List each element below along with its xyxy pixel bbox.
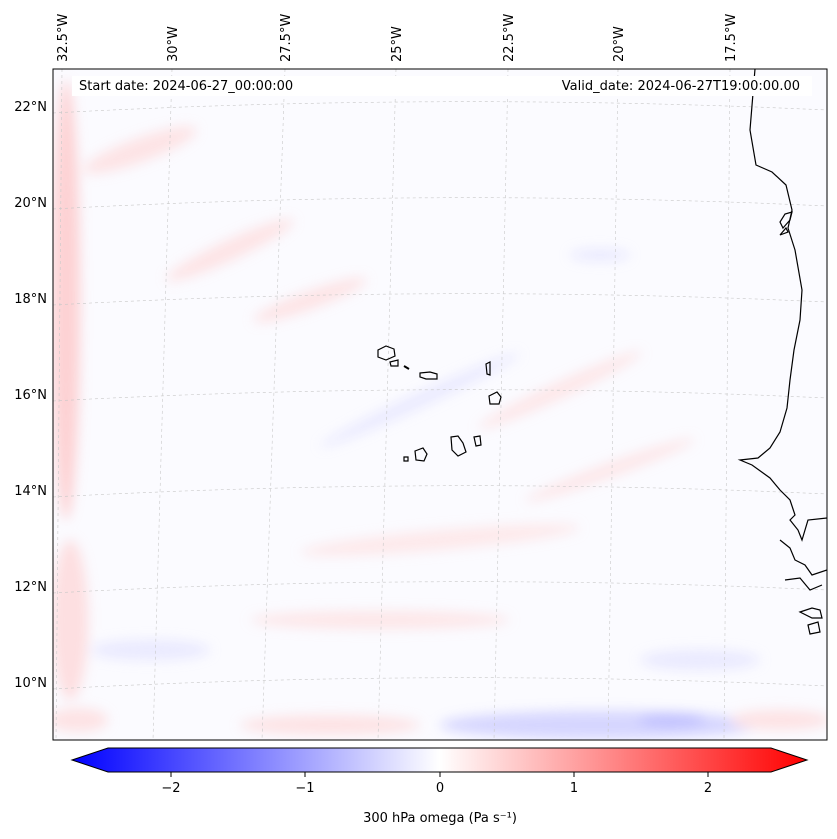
cape-verde-islands	[377, 345, 502, 462]
colorbar-tick-label: 0	[436, 781, 444, 796]
coastline	[737, 69, 827, 635]
start-date-label: Start date: 2024-06-27_00:00:00	[79, 79, 293, 94]
colorbar-tick-label: −1	[295, 781, 314, 796]
lon-label: 25°W	[390, 26, 405, 62]
lon-label: 30°W	[166, 26, 181, 62]
graticule	[53, 69, 827, 740]
colorbar-bar	[70, 747, 809, 773]
lon-label: 20°W	[612, 26, 627, 62]
lat-label: 10°N	[14, 676, 47, 691]
lon-label: 32.5°W	[56, 14, 71, 62]
latitude-labels: 22°N 20°N 18°N 16°N 14°N 12°N 10°N	[14, 100, 47, 691]
colorbar: −2 −1 0 1 2 300 hPa omega (Pa s⁻¹)	[70, 747, 809, 826]
lat-label: 14°N	[14, 484, 47, 499]
colorbar-tick-label: 2	[704, 781, 712, 796]
lon-label: 22.5°W	[502, 14, 517, 62]
colorbar-ticks	[170, 772, 709, 777]
colorbar-tick-label: 1	[570, 781, 578, 796]
lat-label: 16°N	[14, 388, 47, 403]
lat-label: 18°N	[14, 292, 47, 307]
map-frame	[52, 68, 828, 741]
lat-label: 22°N	[14, 100, 47, 115]
lon-label: 27.5°W	[279, 14, 294, 62]
omega-field	[53, 69, 827, 740]
map-panel: Start date: 2024-06-27_00:00:00 Valid_da…	[52, 68, 828, 741]
longitude-labels: 32.5°W 30°W 27.5°W 25°W 22.5°W 20°W 17.5…	[56, 14, 739, 62]
valid-date-label: Valid_date: 2024-06-27T19:00:00.00	[562, 79, 800, 94]
lat-label: 20°N	[14, 196, 47, 211]
colorbar-tick-label: −2	[161, 781, 180, 796]
colorbar-label: 300 hPa omega (Pa s⁻¹)	[363, 811, 517, 826]
lon-label: 17.5°W	[724, 14, 739, 62]
lat-label: 12°N	[14, 580, 47, 595]
header-box	[72, 76, 812, 96]
